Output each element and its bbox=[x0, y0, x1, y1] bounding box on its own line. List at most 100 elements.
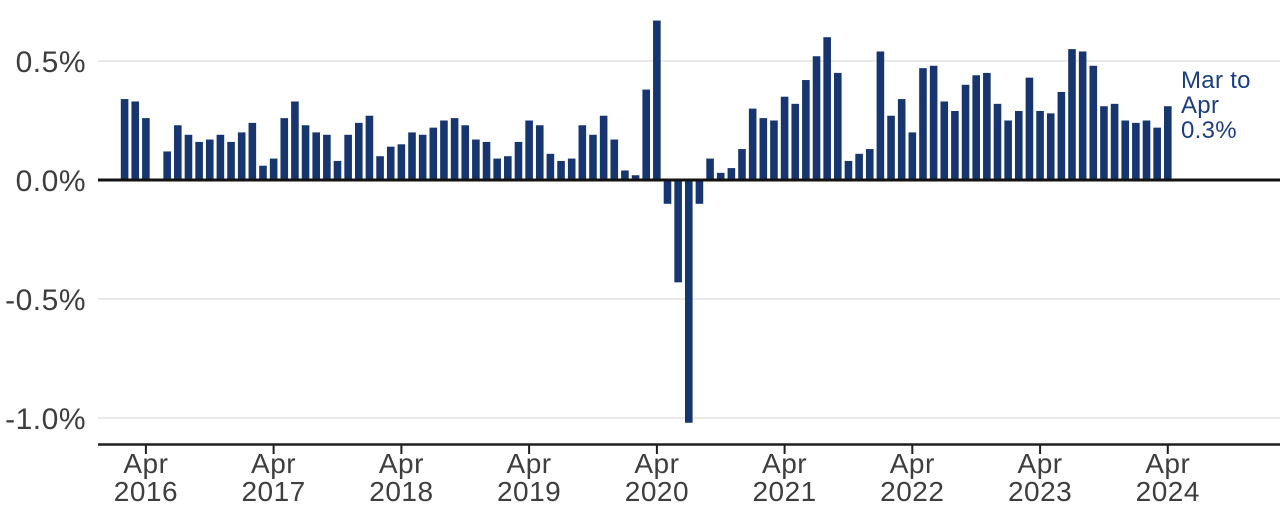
bar bbox=[567, 158, 576, 180]
bar bbox=[248, 122, 257, 180]
x-axis-tick-label-month: Apr bbox=[379, 448, 424, 479]
bar bbox=[557, 160, 565, 180]
bar bbox=[397, 144, 406, 180]
bar bbox=[1046, 113, 1055, 180]
bar bbox=[780, 96, 789, 180]
bar bbox=[1004, 120, 1012, 180]
x-axis-tick-label-year: 2023 bbox=[1008, 476, 1072, 507]
bar bbox=[578, 125, 587, 180]
bar bbox=[897, 99, 906, 180]
bar bbox=[1057, 91, 1066, 180]
annotation-line-3: 0.3% bbox=[1181, 117, 1237, 144]
bar bbox=[440, 120, 448, 180]
bar bbox=[120, 99, 129, 180]
bar bbox=[663, 180, 672, 204]
x-axis-tick-label-year: 2021 bbox=[752, 476, 816, 507]
bar bbox=[599, 115, 608, 180]
annotation-line-2: Apr bbox=[1181, 92, 1220, 119]
bar bbox=[802, 80, 810, 180]
bar bbox=[823, 37, 831, 181]
bar bbox=[653, 20, 661, 180]
bar bbox=[834, 72, 842, 180]
bar bbox=[929, 65, 938, 180]
bar bbox=[174, 125, 182, 180]
x-axis-tick-label-month: Apr bbox=[251, 448, 296, 479]
bar bbox=[1132, 122, 1140, 180]
bar bbox=[504, 156, 512, 180]
y-axis-tick-label: -0.5% bbox=[5, 284, 86, 317]
x-axis-tick-label-month: Apr bbox=[762, 448, 807, 479]
bar bbox=[621, 170, 629, 180]
bar bbox=[983, 72, 991, 180]
bar bbox=[727, 168, 736, 180]
bar bbox=[354, 122, 363, 180]
bar bbox=[865, 149, 874, 180]
bar bbox=[365, 115, 374, 180]
bar bbox=[344, 134, 352, 180]
bar bbox=[1142, 120, 1151, 180]
bar bbox=[951, 110, 959, 180]
bar bbox=[333, 160, 342, 180]
bar bbox=[1089, 65, 1098, 180]
x-axis-tick-label-year: 2024 bbox=[1136, 476, 1200, 507]
bar bbox=[961, 84, 970, 180]
bar bbox=[142, 118, 150, 180]
bar bbox=[631, 175, 640, 180]
bar bbox=[1164, 106, 1172, 180]
x-axis-tick-label-month: Apr bbox=[123, 448, 168, 479]
bar bbox=[940, 101, 949, 180]
bar bbox=[408, 132, 416, 180]
bar bbox=[227, 141, 235, 180]
bar bbox=[514, 141, 523, 180]
bar bbox=[759, 118, 768, 180]
y-axis-tick-label: -1.0% bbox=[5, 403, 86, 436]
bar bbox=[1100, 106, 1108, 180]
bar bbox=[706, 158, 714, 180]
bar bbox=[738, 149, 746, 180]
bar bbox=[674, 180, 682, 283]
x-axis-tick-label-year: 2018 bbox=[369, 476, 433, 507]
annotation-latest-value: Mar to Apr 0.3% bbox=[1181, 68, 1251, 143]
bar bbox=[205, 139, 214, 180]
bar bbox=[1068, 49, 1076, 180]
bar bbox=[546, 153, 555, 180]
bar bbox=[1153, 127, 1161, 180]
x-axis-tick-label-year: 2016 bbox=[114, 476, 178, 507]
bar bbox=[280, 118, 289, 180]
bar bbox=[1025, 77, 1034, 180]
bar bbox=[876, 51, 885, 181]
x-axis-tick-label-month: Apr bbox=[1018, 448, 1063, 479]
y-axis-tick-label: 0.5% bbox=[16, 46, 86, 79]
bar bbox=[1014, 110, 1023, 180]
bar bbox=[184, 134, 193, 180]
bar bbox=[844, 160, 853, 180]
bars bbox=[120, 20, 1172, 423]
bar bbox=[1078, 51, 1087, 181]
x-axis-tick-label-year: 2017 bbox=[241, 476, 305, 507]
bar bbox=[695, 180, 704, 204]
bar bbox=[376, 156, 384, 180]
x-axis-tick-label-month: Apr bbox=[890, 448, 935, 479]
bar bbox=[535, 125, 544, 180]
bar bbox=[312, 132, 321, 180]
bar bbox=[993, 103, 1002, 180]
bar bbox=[855, 153, 863, 180]
bar bbox=[259, 165, 267, 180]
bar bbox=[610, 139, 619, 180]
bar bbox=[908, 132, 917, 180]
bar bbox=[716, 172, 725, 180]
bar bbox=[418, 134, 427, 180]
bar bbox=[131, 101, 140, 180]
bar bbox=[812, 56, 821, 180]
bar bbox=[972, 75, 980, 180]
bar bbox=[748, 108, 757, 180]
bar bbox=[237, 132, 246, 180]
bar bbox=[269, 158, 278, 180]
bar bbox=[589, 134, 597, 180]
bar bbox=[163, 151, 171, 180]
bar bbox=[493, 158, 501, 180]
x-axis-tick-label-month: Apr bbox=[507, 448, 552, 479]
x-axis-tick-label-year: 2019 bbox=[497, 476, 561, 507]
